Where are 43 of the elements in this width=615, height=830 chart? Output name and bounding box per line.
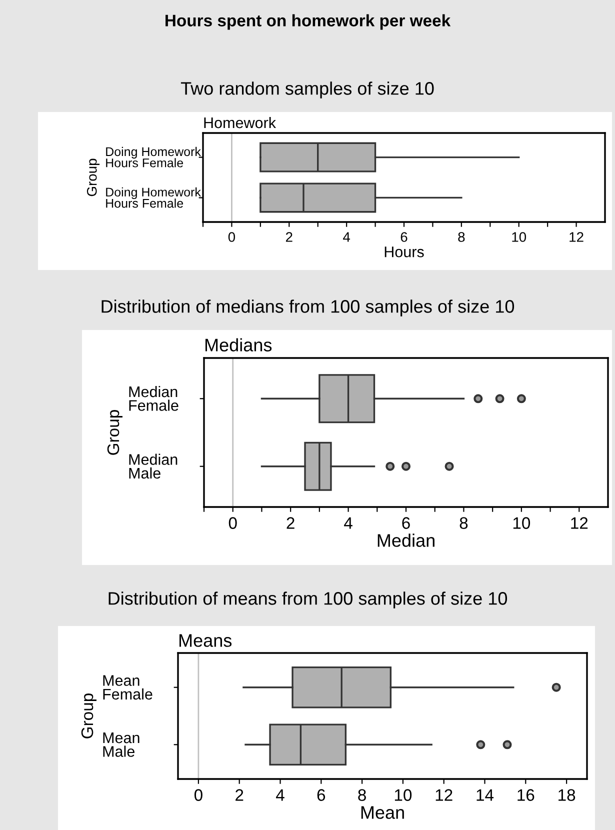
x-axis-title: Hours [384,246,424,258]
x-tick-label: 2 [286,517,294,529]
x-tick-label: 4 [276,789,284,801]
x-axis-title: Median [378,534,434,547]
x-tick-label: 4 [343,232,350,242]
x-tick-label: 8 [460,517,468,529]
x-tick-label: 6 [402,517,410,529]
x-tick-label: 0 [194,789,202,801]
chart-title: Distribution of means from 100 samples of size 10 [108,592,508,608]
x-tick-label: 6 [317,789,326,801]
x-tick-label: 18 [558,789,576,801]
x-tick-label: 0 [228,232,236,242]
y-tick-label: Median Male [129,454,178,479]
y-tick-label: Mean Female [103,675,152,700]
y-axis-title: Group [86,158,100,196]
x-tick-label: 0 [228,517,237,529]
chart-title: Two random samples of size 10 [180,82,434,98]
x-tick-label: 2 [286,232,292,242]
chart-subtitle: Means [179,634,232,647]
chart-title: Distribution of medians from 100 samples of size 10 [102,300,514,316]
chart-subtitle: Medians [205,338,272,352]
x-tick-label: 12 [571,517,588,529]
x-tick-label: 8 [358,789,366,801]
x-tick-label: 6 [400,232,408,242]
x-tick-label: 16 [518,789,534,801]
y-axis-title: Group [107,410,122,455]
chart-subtitle: Homework [204,116,276,128]
x-tick-label: 2 [236,789,244,801]
y-tick-label: Doing Homework Hours Female [106,187,201,208]
y-axis-title: Group [81,694,96,738]
y-tick-label: Doing Homework Hours Female [106,146,201,168]
x-tick-label: 10 [513,517,530,529]
x-tick-label: 12 [436,789,452,801]
text: Hours spent on homework per week [166,14,451,30]
x-tick-label: 4 [344,517,352,529]
x-tick-label: 10 [512,232,526,242]
y-tick-label: Median Female [129,386,178,411]
x-tick-label: 8 [458,232,465,242]
x-axis-title: Mean [361,806,404,819]
x-tick-label: 10 [394,789,412,801]
y-tick-label: Mean Male [103,732,140,757]
x-tick-label: 14 [476,789,494,801]
x-tick-label: 12 [570,232,584,242]
